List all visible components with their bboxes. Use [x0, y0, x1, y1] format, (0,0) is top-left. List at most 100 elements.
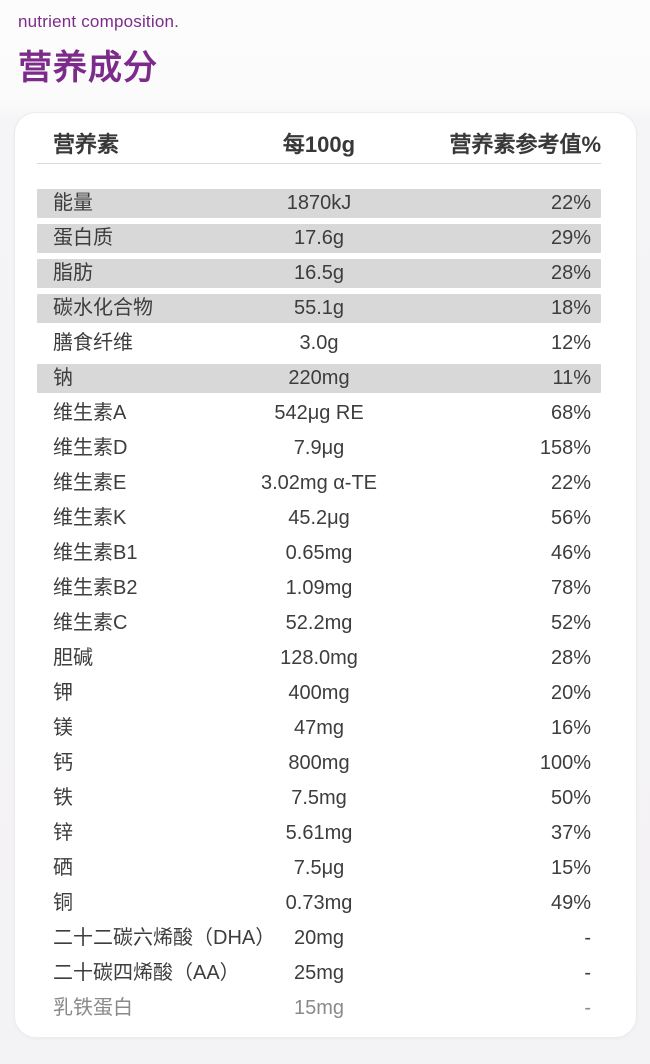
nutrient-name: 钠 — [53, 367, 73, 389]
nutrient-nrv-value: 78% — [550, 577, 591, 599]
nutrient-nrv-value: - — [584, 962, 591, 984]
nutrient-nrv-value: 158% — [539, 437, 591, 459]
nutrient-nrv-value: 49% — [550, 892, 591, 914]
nutrient-nrv-value: 37% — [550, 822, 591, 844]
nutrient-amount: 47mg — [293, 717, 345, 739]
nutrient-amount: 15mg — [293, 997, 345, 1019]
nutrient-nrv-value: - — [584, 997, 591, 1019]
nutrient-nrv-value: 16% — [550, 717, 591, 739]
nutrient-nrv-value: 11% — [552, 367, 591, 389]
table-row: 维生素A 542μg RE 68% — [37, 399, 601, 428]
nutrient-name: 镁 — [53, 717, 73, 739]
table-row: 碳水化合物 55.1g 18% — [37, 294, 601, 323]
nutrient-name: 锌 — [53, 822, 73, 844]
table-row: 维生素C 52.2mg 52% — [37, 609, 601, 638]
page-title: 营养成分 — [18, 49, 158, 87]
table-row: 胆碱 128.0mg 28% — [37, 644, 601, 673]
nutrient-amount: 25mg — [293, 962, 345, 984]
table-row: 乳铁蛋白 15mg - — [37, 994, 601, 1023]
nutrient-name: 能量 — [53, 192, 93, 214]
nutrition-table-body: 能量 1870kJ 22% 蛋白质 17.6g 29% 脂肪 16.5g 28% 碳水化合物 55.… — [37, 189, 601, 1023]
nutrient-nrv-value: 20% — [550, 682, 591, 704]
nutrient-amount: 128.0mg — [280, 647, 358, 669]
nutrient-name: 铜 — [53, 892, 73, 914]
nutrient-amount: 55.1g — [293, 297, 345, 319]
nutrient-nrv-value: 68% — [550, 402, 591, 424]
nutrient-name: 维生素D — [53, 437, 128, 459]
nutrient-nrv-value: 100% — [539, 752, 591, 774]
nutrient-amount: 3.0g — [299, 332, 339, 354]
nutrient-amount: 17.6g — [293, 227, 345, 249]
nutrient-nrv-value: 28% — [550, 262, 591, 284]
nutrient-amount: 7.5mg — [291, 787, 347, 809]
nutrient-nrv-value: 22% — [550, 472, 591, 494]
nutrient-nrv-value: 12% — [550, 332, 591, 354]
table-row: 维生素E 3.02mg α-TE 22% — [37, 469, 601, 498]
nutrient-amount: 16.5g — [293, 262, 345, 284]
nutrient-nrv-value: 18% — [550, 297, 591, 319]
nutrient-name: 维生素B1 — [53, 542, 138, 564]
nutrient-amount: 45.2μg — [288, 507, 350, 529]
nutrient-nrv-value: 50% — [550, 787, 591, 809]
nutrient-name: 二十碳四烯酸（AA） — [53, 962, 240, 984]
nutrient-amount: 3.02mg α-TE — [260, 472, 378, 494]
header-per-100g: 每100g — [282, 132, 356, 157]
nutrient-name: 脂肪 — [53, 262, 93, 284]
nutrient-name: 钾 — [53, 682, 73, 704]
table-row: 二十二碳六烯酸（DHA） 20mg - — [37, 924, 601, 953]
nutrient-amount: 20mg — [293, 927, 345, 949]
nutrient-amount: 1870kJ — [286, 192, 352, 214]
nutrient-name: 维生素B2 — [53, 577, 138, 599]
nutrient-amount: 0.65mg — [285, 542, 353, 564]
nutrient-nrv-value: - — [584, 927, 591, 949]
nutrient-name: 胆碱 — [53, 647, 93, 669]
table-row: 维生素B2 1.09mg 78% — [37, 574, 601, 603]
nutrient-amount: 7.5μg — [293, 857, 345, 879]
nutrient-nrv-value: 56% — [550, 507, 591, 529]
nutrient-amount: 0.73mg — [285, 892, 353, 914]
nutrition-facts-card: 营养素 每100g 营养素参考值% 能量 1870kJ 22% 蛋白质 17.6g 29%… — [14, 112, 637, 1038]
nutrient-nrv-value: 29% — [550, 227, 591, 249]
nutrient-amount: 1.09mg — [285, 577, 353, 599]
nutrient-name: 硒 — [53, 857, 73, 879]
table-row: 硒 7.5μg 15% — [37, 854, 601, 883]
table-row: 铁 7.5mg 50% — [37, 784, 601, 813]
table-row: 维生素B1 0.65mg 46% — [37, 539, 601, 568]
subtitle-english: nutrient composition. — [18, 12, 180, 31]
nutrient-nrv-value: 52% — [550, 612, 591, 634]
nutrient-name: 二十二碳六烯酸（DHA） — [53, 927, 276, 949]
header-nutrient: 营养素 — [53, 132, 120, 157]
nutrient-amount: 7.9μg — [293, 437, 345, 459]
nutrient-name: 碳水化合物 — [53, 297, 153, 319]
nutrient-nrv-value: 46% — [550, 542, 591, 564]
table-row: 钾 400mg 20% — [37, 679, 601, 708]
table-row: 钙 800mg 100% — [37, 749, 601, 778]
table-row: 二十碳四烯酸（AA） 25mg - — [37, 959, 601, 988]
table-row: 蛋白质 17.6g 29% — [37, 224, 601, 253]
nutrient-amount: 52.2mg — [285, 612, 353, 634]
nutrient-name: 蛋白质 — [53, 227, 113, 249]
nutrient-name: 乳铁蛋白 — [53, 997, 133, 1019]
nutrient-name: 钙 — [53, 752, 73, 774]
nutrient-name: 维生素A — [53, 402, 127, 424]
nutrient-name: 膳食纤维 — [53, 332, 133, 354]
nutrient-amount: 5.61mg — [285, 822, 353, 844]
table-row: 镁 47mg 16% — [37, 714, 601, 743]
table-row: 脂肪 16.5g 28% — [37, 259, 601, 288]
nutrient-amount: 542μg RE — [274, 402, 364, 424]
nutrient-amount: 800mg — [288, 752, 350, 774]
nutrient-amount: 400mg — [288, 682, 350, 704]
nutrient-name: 铁 — [53, 787, 73, 809]
nutrient-amount: 220mg — [288, 367, 350, 389]
table-row: 能量 1870kJ 22% — [37, 189, 601, 218]
nutrient-name: 维生素K — [53, 507, 127, 529]
nutrient-nrv-value: 28% — [550, 647, 591, 669]
header-divider — [37, 163, 601, 164]
title-section: nutrient composition. 营养成分 — [0, 0, 650, 88]
table-header-row: 营养素 每100g 营养素参考值% — [37, 130, 601, 160]
table-row: 维生素K 45.2μg 56% — [37, 504, 601, 533]
table-row: 膳食纤维 3.0g 12% — [37, 329, 601, 358]
table-row: 钠 220mg 11% — [37, 364, 601, 393]
table-row: 锌 5.61mg 37% — [37, 819, 601, 848]
nutrient-name: 维生素C — [53, 612, 128, 634]
